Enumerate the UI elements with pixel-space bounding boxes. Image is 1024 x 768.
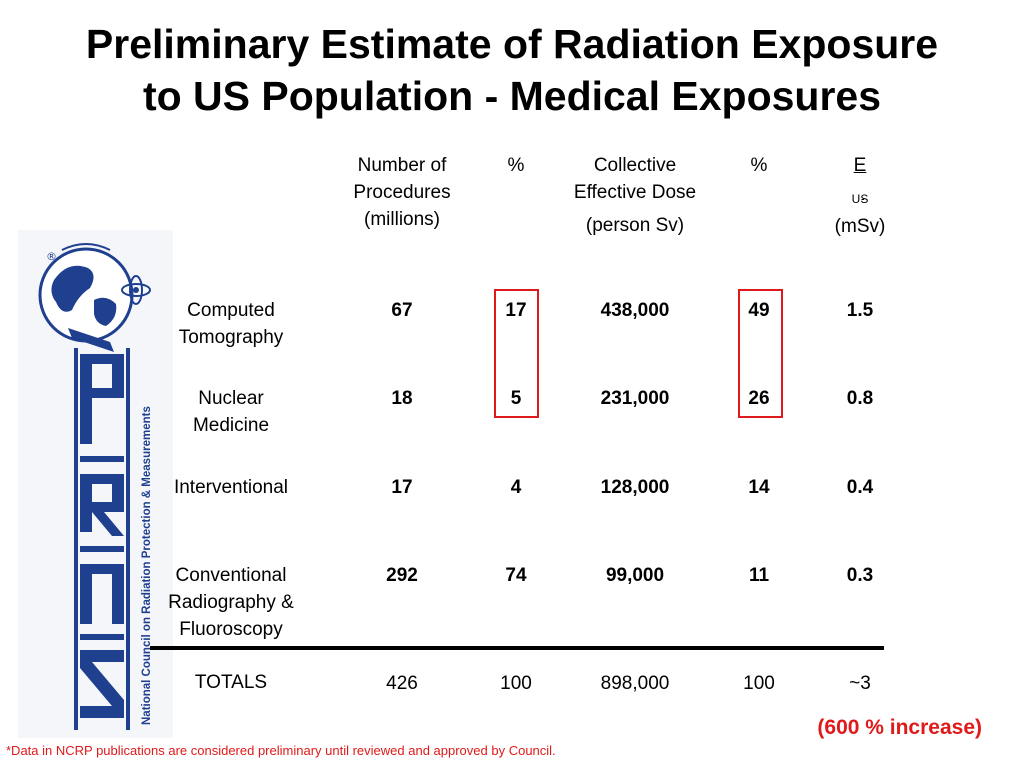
header-eus-main: E [853,155,867,176]
row-label-line: Tomography [178,327,284,348]
row-label-line: Interventional [173,477,289,498]
cell-procedures: 17 [391,477,413,498]
cell-eus: 0.8 [846,388,874,409]
cell-eus: 0.4 [846,477,874,498]
row-label-line: Radiography & [168,592,294,613]
row-label-line: Computed [187,300,275,321]
cell-percent-dose: 49 [748,300,770,321]
total-procedures: 426 [386,673,418,694]
cell-eus: 0.3 [846,565,874,586]
cell-procedures: 292 [386,565,418,586]
header-eus-subscript: US [851,191,869,206]
cell-eus: 1.5 [846,300,874,321]
header-dose-line-3: (person Sv) [585,215,685,236]
cell-procedures: 67 [391,300,413,321]
cell-percent-procedures: 4 [510,477,522,498]
total-percent-procedures: 100 [500,673,532,694]
ncrp-logo: ® [18,230,173,738]
slide-title-line-1: Preliminary Estimate of Radiation Exposu… [85,21,939,67]
highlight-box-percent-procedures [494,289,539,418]
slide-title-line-2: to US Population - Medical Exposures [142,73,882,119]
cell-percent-dose: 14 [748,477,770,498]
ncrp-letter-shapes [80,354,124,718]
header-eus: E US (mSv) [825,152,895,240]
cell-procedures: 18 [391,388,413,409]
footnote: *Data in NCRP publications are considere… [6,743,556,758]
row-label-totals: TOTALS [194,672,268,693]
highlight-box-percent-dose [738,289,783,418]
row-label-interventional: Interventional [146,474,316,501]
ncrp-letters [74,348,130,730]
cell-percent-dose: 11 [748,565,770,586]
row-label-line: Nuclear [198,388,264,409]
row-label-conventional-radiography: Conventional Radiography & Fluoroscopy [146,562,316,643]
cell-collective-dose: 231,000 [600,388,670,409]
header-procedures-line-1: Number of [357,155,447,176]
header-percent-procedures: % [507,155,525,176]
logo-vertical-caption: National Council on Radiation Protection… [141,406,153,725]
total-collective-dose: 898,000 [600,673,670,694]
totals-divider [150,646,884,650]
registered-mark: ® [46,250,57,263]
cell-collective-dose: 128,000 [600,477,670,498]
cell-percent-procedures: 74 [505,565,527,586]
header-eus-symbol: E US [825,152,895,213]
header-percent-dose: % [750,155,768,176]
increase-note: (600 % increase) [817,716,982,739]
row-label-line: Fluoroscopy [179,619,283,640]
cell-percent-procedures: 17 [505,300,527,321]
row-label-line: Medicine [192,415,270,436]
row-label-nuclear-medicine: Nuclear Medicine [146,385,316,439]
cell-percent-procedures: 5 [510,388,522,409]
cell-collective-dose: 438,000 [600,300,670,321]
cell-collective-dose: 99,000 [605,565,665,586]
header-dose-line-2: Effective Dose [573,182,697,203]
ncrp-logo-graphic: ® [38,243,153,730]
header-eus-unit: (mSv) [834,215,886,237]
globe-emblem-icon [38,243,151,352]
total-percent-dose: 100 [743,673,775,694]
cell-percent-dose: 26 [748,388,770,409]
header-procedures-line-3: (millions) [364,209,440,230]
row-label-computed-tomography: Computed Tomography [146,297,316,351]
header-procedures: Number of Procedures (millions) [342,152,462,233]
total-eus: ~3 [849,673,871,694]
header-procedures-line-2: Procedures [353,182,451,203]
slide-title: Preliminary Estimate of Radiation Exposu… [0,18,1024,122]
header-dose-line-1: Collective [593,155,677,176]
header-collective-dose: Collective Effective Dose (person Sv) [555,152,715,239]
row-label-line: Conventional [175,565,287,586]
